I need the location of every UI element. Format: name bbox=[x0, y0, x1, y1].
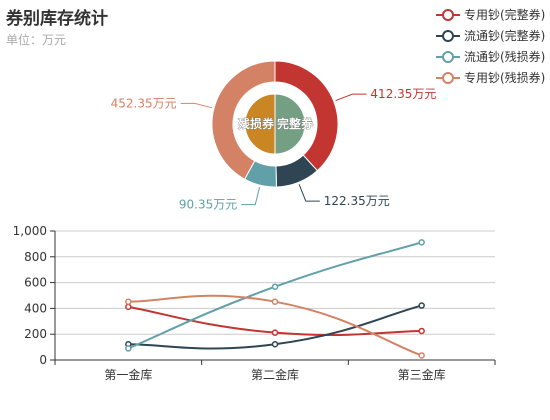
legend-icon-zy-wz bbox=[436, 8, 460, 21]
series-point-3-2 bbox=[418, 352, 425, 359]
legend-icon-zy-cs bbox=[436, 71, 460, 84]
x-tick-label-1: 第二金库 bbox=[251, 367, 299, 382]
outer-label-0: 412.35万元 bbox=[370, 87, 436, 101]
legend-icon-lt-cs bbox=[436, 50, 460, 63]
y-tick-label-5: 1,000 bbox=[13, 224, 47, 238]
outer-label-3: 452.35万元 bbox=[111, 96, 177, 110]
series-point-3-1 bbox=[271, 298, 279, 305]
series-point-2-0 bbox=[125, 345, 132, 352]
legend-label-zy-cs: 专用钞(残损券) bbox=[464, 71, 546, 85]
outer-leader-2 bbox=[241, 187, 261, 206]
legend-item-lt-wz[interactable]: 流通钞(完整券) bbox=[436, 25, 545, 46]
series-point-0-0 bbox=[125, 303, 132, 311]
series-point-1-1 bbox=[271, 341, 279, 348]
legend: 专用钞(完整券) 流通钞(完整券) 流通钞(残损券) 专用钞(残损券) bbox=[436, 4, 545, 88]
inner-label-0: 残损券 bbox=[238, 116, 275, 131]
outer-slice-3 bbox=[211, 60, 276, 180]
x-tick-label-0: 第一金库 bbox=[104, 367, 152, 382]
legend-label-lt-wz: 流通钞(完整券) bbox=[464, 29, 546, 43]
unit-subtitle: 单位：万元 bbox=[6, 33, 67, 47]
series-point-0-2 bbox=[418, 327, 425, 335]
outer-label-1: 122.35万元 bbox=[324, 194, 390, 208]
inner-slice-0 bbox=[244, 93, 276, 155]
x-tick-label-2: 第三金库 bbox=[398, 367, 446, 382]
outer-leader-0 bbox=[335, 93, 367, 102]
y-tick-label-0: 0 bbox=[39, 353, 47, 367]
outer-leader-1 bbox=[298, 184, 320, 202]
series-point-2-2 bbox=[418, 239, 425, 246]
series-point-1-2 bbox=[418, 302, 425, 309]
legend-label-lt-cs: 流通钞(残损券) bbox=[464, 50, 546, 64]
legend-item-zy-cs[interactable]: 专用钞(残损券) bbox=[436, 67, 545, 88]
outer-leader-3 bbox=[180, 102, 213, 109]
series-point-2-1 bbox=[271, 283, 279, 290]
y-tick-label-1: 200 bbox=[24, 327, 47, 341]
legend-icon-lt-wz bbox=[436, 29, 460, 42]
legend-item-lt-cs[interactable]: 流通钞(残损券) bbox=[436, 46, 545, 67]
inner-slice-1 bbox=[274, 93, 306, 155]
legend-label-zy-wz: 专用钞(完整券) bbox=[464, 8, 546, 22]
series-point-3-0 bbox=[125, 298, 132, 305]
page-title: 券别库存统计 bbox=[6, 9, 108, 29]
legend-item-zy-wz[interactable]: 专用钞(完整券) bbox=[436, 4, 545, 25]
series-point-0-1 bbox=[271, 329, 279, 336]
y-tick-label-3: 600 bbox=[24, 276, 47, 290]
inner-label-1: 完整券 bbox=[277, 116, 314, 131]
y-tick-label-2: 400 bbox=[24, 301, 47, 315]
outer-label-2: 90.35万元 bbox=[179, 198, 237, 212]
y-tick-label-4: 800 bbox=[24, 250, 47, 264]
